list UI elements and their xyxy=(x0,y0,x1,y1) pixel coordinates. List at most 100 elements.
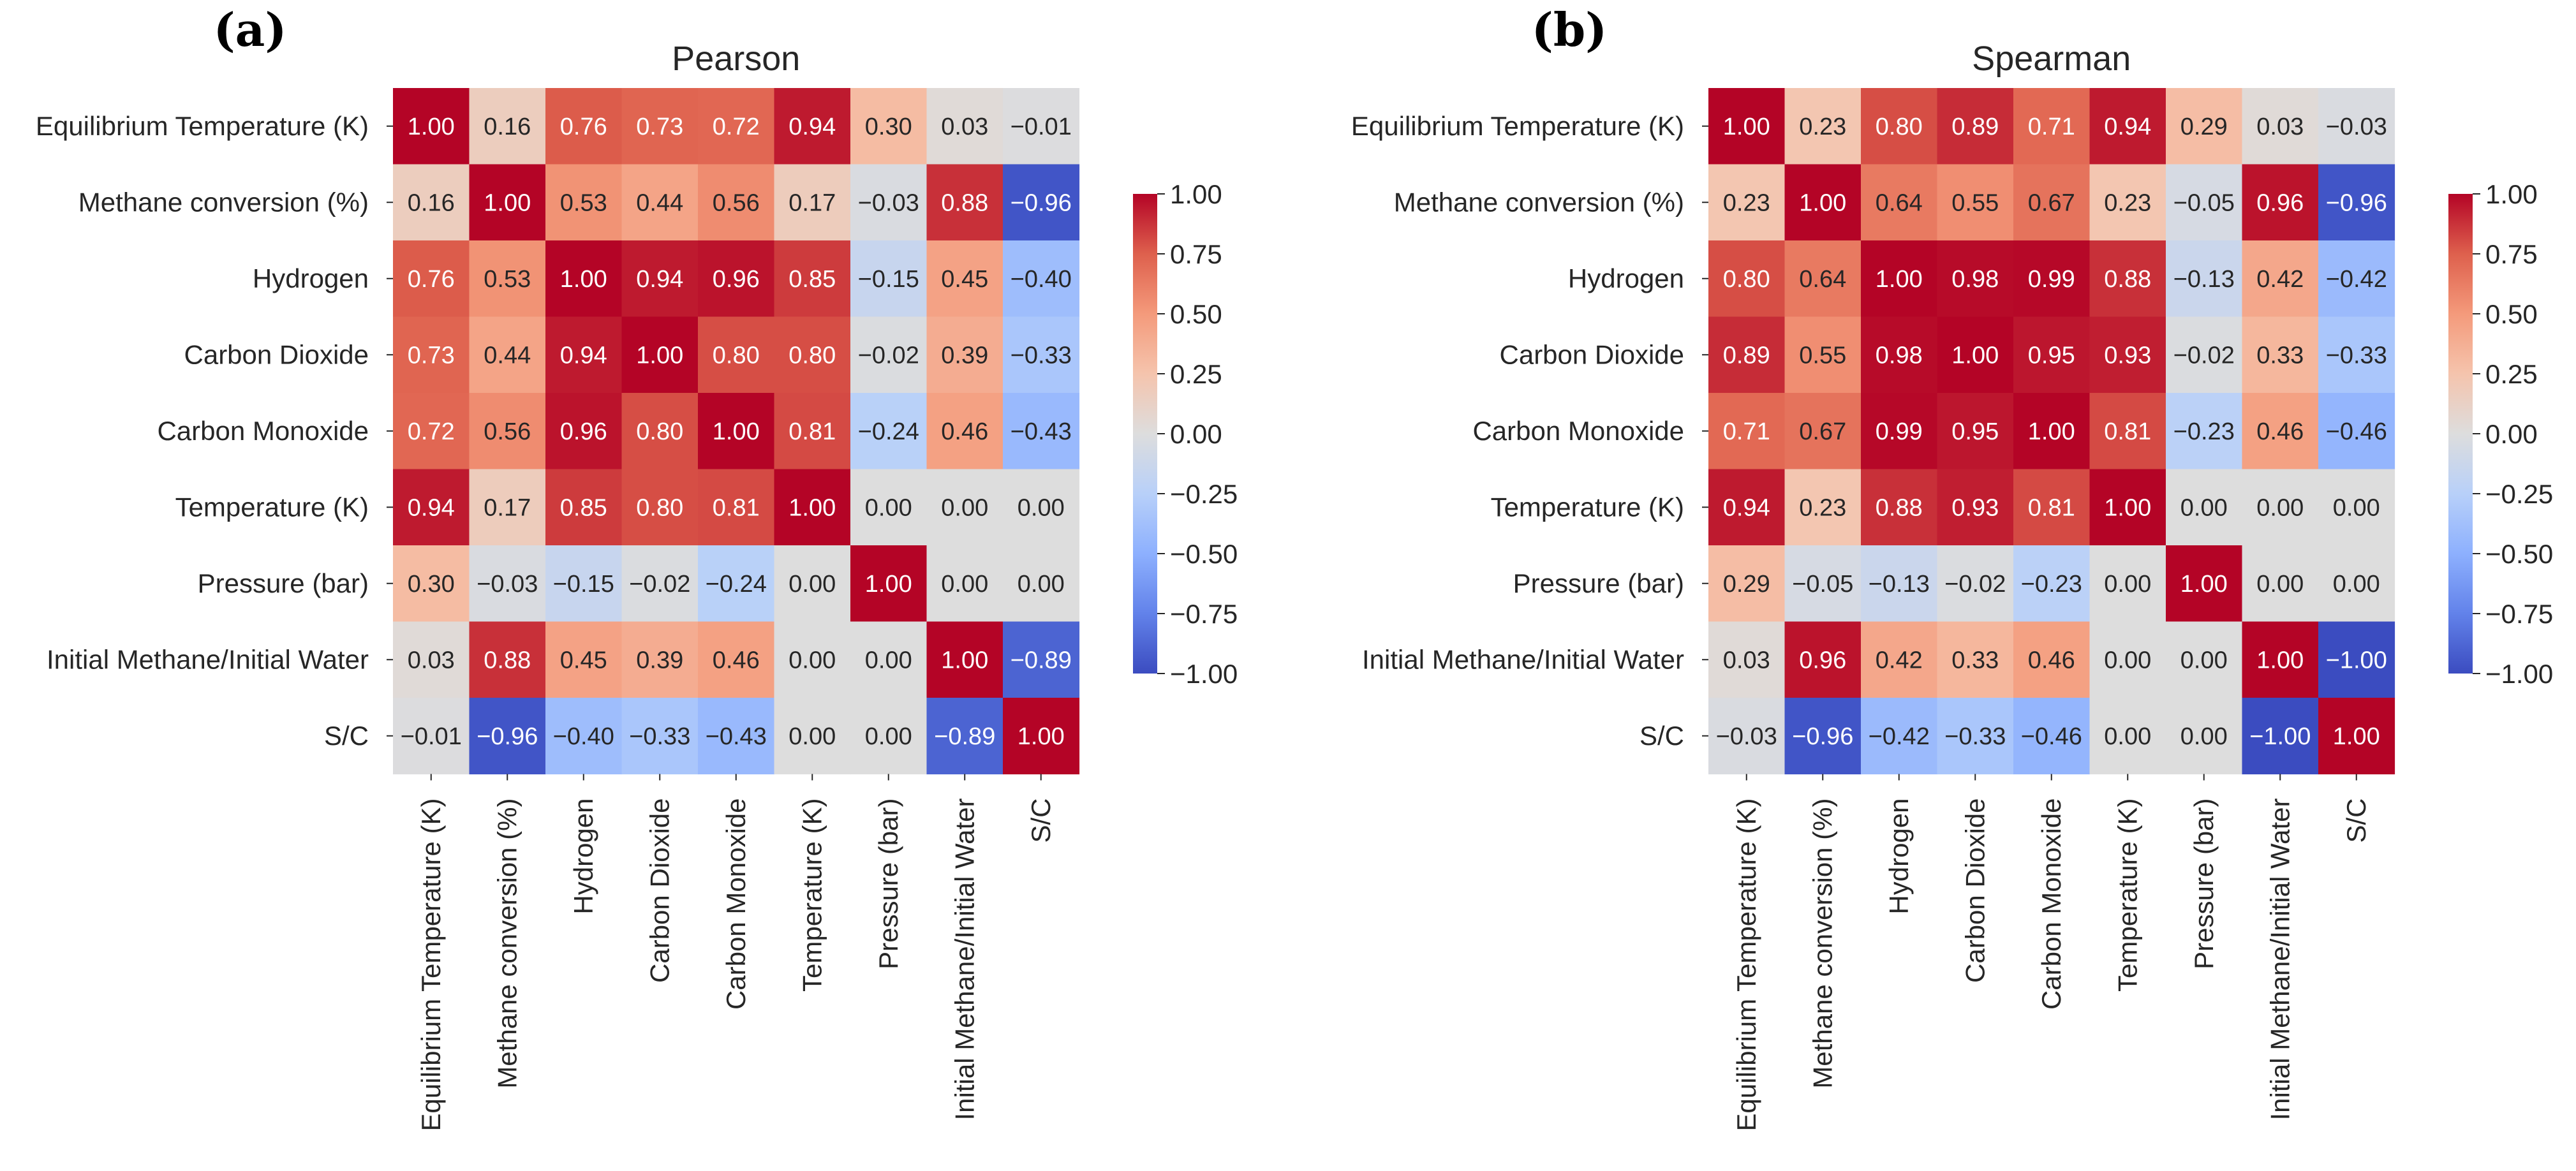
heatmap-cell xyxy=(393,393,470,470)
heatmap-cell xyxy=(1003,545,1080,622)
cell-value-label: 0.17 xyxy=(788,189,836,216)
y-tick-label: Carbon Monoxide xyxy=(157,416,369,446)
cell-value-label: 1.00 xyxy=(560,266,607,293)
heatmap-cell xyxy=(2166,316,2243,394)
cell-value-label: 0.89 xyxy=(1723,342,1770,369)
cell-value-label: −0.01 xyxy=(401,723,462,750)
cell-value-label: −0.43 xyxy=(706,723,767,750)
heatmap-cell xyxy=(926,393,1003,470)
heatmap-cell xyxy=(1784,164,1862,241)
cell-value-label: 0.94 xyxy=(788,114,836,140)
y-tick-label: S/C xyxy=(324,721,369,751)
cell-value-label: 0.96 xyxy=(713,266,760,293)
heatmap-cell xyxy=(1937,698,2014,775)
cell-value-label: −1.00 xyxy=(2326,647,2387,674)
heatmap-cell xyxy=(1784,88,1862,165)
cell-value-label: −1.00 xyxy=(2249,723,2311,750)
x-tick-label: S/C xyxy=(1026,799,1056,843)
heatmap-cell xyxy=(393,698,470,775)
cell-value-label: 0.94 xyxy=(2104,114,2151,140)
heatmap-cell xyxy=(774,240,851,318)
heatmap-cell xyxy=(469,316,546,394)
heatmap-cell xyxy=(2166,698,2243,775)
cell-value-label: −0.46 xyxy=(2326,418,2387,445)
cell-value-label: 1.00 xyxy=(1018,723,1065,750)
heatmap-cell xyxy=(2166,621,2243,698)
heatmap-cell xyxy=(2242,469,2319,546)
x-tick-label: Temperature (K) xyxy=(797,799,827,992)
cell-value-label: −0.89 xyxy=(934,723,995,750)
cell-value-label: 0.29 xyxy=(2180,114,2228,140)
colorbar-tick-label: 1.00 xyxy=(1170,179,1222,209)
cell-value-label: 0.64 xyxy=(1876,189,1923,216)
heatmap-cell xyxy=(545,240,623,318)
heatmap-cell xyxy=(545,164,623,241)
cell-value-label: −0.96 xyxy=(1792,723,1853,750)
cell-value-label: 0.55 xyxy=(1951,189,1999,216)
heatmap-cell xyxy=(1708,88,1786,165)
cell-value-label: 0.71 xyxy=(1723,418,1770,445)
x-tick-label: Methane conversion (%) xyxy=(1807,799,1837,1089)
y-tick-label: Equilibrium Temperature (K) xyxy=(36,111,369,141)
cell-value-label: −0.02 xyxy=(858,342,919,369)
cell-value-label: 0.89 xyxy=(1951,114,1999,140)
heatmap-cell xyxy=(621,393,699,470)
heatmap-panel-b: (b) Spearman 1.00 0.23 0.80 0.89 0.71 0.94 0.29 0… xyxy=(1351,3,2553,1131)
cell-value-label: −0.02 xyxy=(629,571,690,598)
cell-value-label: 1.00 xyxy=(1799,189,1846,216)
cell-value-label: 0.45 xyxy=(560,647,607,674)
heatmap-cell xyxy=(698,545,775,622)
heatmap-cell xyxy=(545,393,623,470)
cell-value-label: 0.64 xyxy=(1799,266,1846,293)
heatmap-cell xyxy=(1003,393,1080,470)
heatmap-cell xyxy=(926,316,1003,394)
cell-value-label: 0.42 xyxy=(1876,647,1923,674)
cell-value-label: 0.03 xyxy=(408,647,455,674)
heatmap-cell xyxy=(1784,240,1862,318)
x-tick-label: Initial Methane/Initial Water xyxy=(949,798,979,1120)
cell-value-label: 0.80 xyxy=(1723,266,1770,293)
cell-value-label: 0.00 xyxy=(2180,494,2228,521)
heatmap-cell xyxy=(1784,316,1862,394)
heatmap-cell xyxy=(2318,393,2395,470)
cell-value-label: 1.00 xyxy=(2180,571,2228,598)
cell-value-label: 0.00 xyxy=(865,647,912,674)
heatmap-cell xyxy=(2318,469,2395,546)
heatmap-cell xyxy=(2089,240,2166,318)
cell-value-label: 0.00 xyxy=(941,494,988,521)
heatmap-cell xyxy=(2242,698,2319,775)
cell-value-label: −0.23 xyxy=(2173,418,2235,445)
heatmap-cell xyxy=(1708,164,1786,241)
heatmap-cell xyxy=(1861,164,1938,241)
heatmap-cell xyxy=(1784,393,1862,470)
x-tick-label: Pressure (bar) xyxy=(2189,799,2219,969)
heatmap-cell xyxy=(621,164,699,241)
heatmap-cell xyxy=(469,393,546,470)
heatmap-cell xyxy=(621,316,699,394)
cell-value-label: 0.71 xyxy=(2028,114,2075,140)
panel-letter: (b) xyxy=(1532,3,1607,57)
heatmap-cell xyxy=(1003,240,1080,318)
cell-value-label: 0.81 xyxy=(2028,494,2075,521)
cell-value-label: 0.00 xyxy=(2104,723,2151,750)
heatmap-cell xyxy=(2318,316,2395,394)
heatmap-cell xyxy=(1861,469,1938,546)
panel-letter: (a) xyxy=(214,3,287,57)
cell-value-label: 0.23 xyxy=(2104,189,2151,216)
x-tick-label: Hydrogen xyxy=(1884,799,1914,915)
x-tick-label: Pressure (bar) xyxy=(873,799,903,969)
cell-value-label: −0.15 xyxy=(553,571,614,598)
cell-value-label: −0.33 xyxy=(1010,342,1072,369)
heatmap-cell xyxy=(2166,240,2243,318)
heatmap-cell xyxy=(850,164,928,241)
colorbar-tick-label: 1.00 xyxy=(2485,179,2538,209)
heatmap-cell xyxy=(1784,469,1862,546)
heatmap-cell xyxy=(850,316,928,394)
heatmap-cell xyxy=(1003,164,1080,241)
cell-value-label: −0.23 xyxy=(2021,571,2082,598)
colorbar-tick-label: −0.25 xyxy=(2485,479,2553,509)
heatmap-cell xyxy=(2013,88,2091,165)
cell-value-label: 1.00 xyxy=(865,571,912,598)
colorbar-tick-label: −0.50 xyxy=(1170,539,1238,569)
